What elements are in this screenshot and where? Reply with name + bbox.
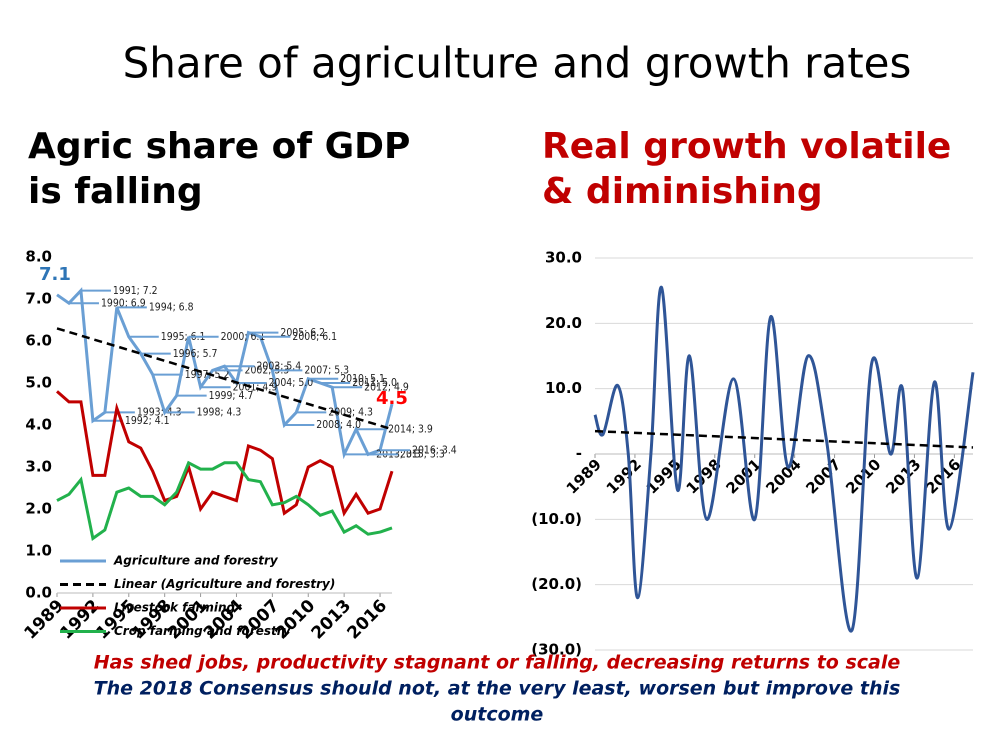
data-label: 2000; 6.1 xyxy=(221,331,266,343)
legend-label: Agriculture and forestry xyxy=(113,554,279,568)
footer-line: The 2018 Consensus should not, at the ve… xyxy=(94,678,901,700)
y-tick-label: 1.0 xyxy=(25,542,52,560)
data-label: 1993; 4.3 xyxy=(137,407,182,419)
data-label: 2006; 6.1 xyxy=(292,331,337,343)
data-label: 2014; 3.9 xyxy=(388,424,433,436)
y-tick-label: 2.0 xyxy=(25,500,52,518)
x-tick-label: 2013 xyxy=(882,455,924,497)
data-label: 2003; 5.4 xyxy=(257,361,302,373)
y-tick-label: 0.0 xyxy=(25,584,52,602)
data-label: 2012; 4.9 xyxy=(364,382,409,394)
y-tick-label: (10.0) xyxy=(531,510,582,528)
data-label: 2015; 3.3 xyxy=(400,449,445,461)
y-tick-label: 7.0 xyxy=(25,290,52,308)
data-label: 7.1 xyxy=(39,264,71,285)
y-tick-label: 8.0 xyxy=(25,248,52,266)
y-tick-label: 20.0 xyxy=(545,314,582,332)
data-label: 2002; 5.3 xyxy=(245,365,290,377)
footer-line: Has shed jobs, productivity stagnant or … xyxy=(94,652,901,674)
y-tick-label: 6.0 xyxy=(25,332,52,350)
x-tick-label: 1992 xyxy=(603,455,645,497)
data-label: 2016; 3.4 xyxy=(412,445,457,457)
right-heading: Real growth volatile xyxy=(542,126,951,167)
data-label: 1991; 7.2 xyxy=(113,285,158,297)
series-line xyxy=(56,327,393,431)
left-chart: 0.01.02.03.04.05.06.07.08.01989199219951… xyxy=(20,248,456,644)
right-heading: & diminishing xyxy=(542,171,823,212)
x-tick-label: 1989 xyxy=(563,455,605,497)
y-tick-label: 5.0 xyxy=(25,374,52,392)
legend-label: Crop farming and forestry xyxy=(114,624,292,638)
y-tick-label: 3.0 xyxy=(25,458,52,476)
legend-label: Linear (Agriculture and forestry) xyxy=(114,577,335,591)
y-tick-label: - xyxy=(576,445,582,463)
data-label: 1998; 4.3 xyxy=(197,407,242,419)
x-tick-label: 1992 xyxy=(56,596,104,644)
data-label: 2010; 5.1 xyxy=(340,373,385,385)
x-tick-label: 2016 xyxy=(343,596,391,644)
data-label: 2013; 3.3 xyxy=(376,449,421,461)
data-label: 1995; 6.1 xyxy=(161,331,206,343)
data-label: 2007; 5.3 xyxy=(304,365,349,377)
data-label: 2009; 4.3 xyxy=(328,407,373,419)
data-label: 1996; 5.7 xyxy=(173,348,218,360)
data-label: 2011; 5.0 xyxy=(352,378,397,390)
legend-label: Livestock farming xyxy=(114,601,236,615)
data-label: 1997; 5.2 xyxy=(185,369,230,381)
y-tick-label: (30.0) xyxy=(531,641,582,659)
left-heading: Agric share of GDP xyxy=(28,126,410,167)
x-tick-label: 2007 xyxy=(802,455,844,497)
series-line xyxy=(594,429,974,449)
data-label: 1999; 4.7 xyxy=(209,390,254,402)
data-label: 1994; 6.8 xyxy=(149,302,194,314)
data-label: 2004; 5.0 xyxy=(268,378,313,390)
data-label: 2005; 6.2 xyxy=(280,327,325,339)
series-line xyxy=(56,390,394,517)
series-line xyxy=(56,460,393,541)
data-label: 2008; 4.0 xyxy=(316,420,361,432)
slide-title: Share of agriculture and growth rates xyxy=(123,39,912,88)
x-tick-label: 2004 xyxy=(762,455,804,497)
right-chart: 30.020.010.0-(10.0)(20.0)(30.0)198919921… xyxy=(531,249,975,659)
data-label: 4.5 xyxy=(376,388,408,409)
x-tick-label: 2013 xyxy=(308,596,356,644)
series-line xyxy=(593,285,975,633)
data-label: 1990; 6.9 xyxy=(101,298,146,310)
y-tick-label: 10.0 xyxy=(545,379,582,397)
footer-line: outcome xyxy=(451,704,544,726)
left-heading: is falling xyxy=(28,171,203,212)
y-tick-label: 30.0 xyxy=(545,249,582,267)
data-label: 1992; 4.1 xyxy=(125,415,170,427)
y-tick-label: 4.0 xyxy=(25,416,52,434)
data-label: 2001; 4.9 xyxy=(233,382,278,394)
y-tick-label: (20.0) xyxy=(531,575,582,593)
x-tick-label: 1989 xyxy=(20,596,68,644)
